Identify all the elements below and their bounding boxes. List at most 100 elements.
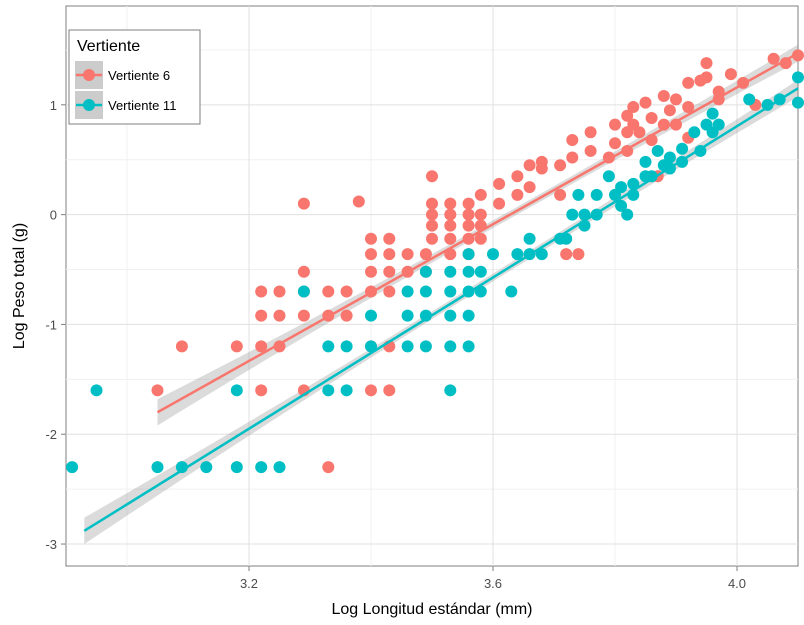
data-point: [511, 248, 524, 261]
data-point: [383, 265, 396, 278]
data-point: [462, 309, 475, 322]
data-point: [505, 285, 518, 298]
data-point: [297, 197, 310, 210]
legend-label: Vertiente 6: [108, 68, 170, 83]
data-point: [560, 248, 573, 261]
data-point: [566, 208, 579, 221]
y-axis-label: Log Peso total (g): [11, 223, 28, 349]
y-tick-label: -3: [45, 537, 57, 552]
data-point: [426, 170, 438, 183]
data-point: [633, 126, 646, 139]
x-axis-label: Log Longitud estándar (mm): [332, 601, 533, 618]
data-point: [621, 109, 634, 122]
data-point: [365, 248, 377, 261]
data-point: [724, 68, 737, 81]
data-point: [151, 384, 164, 397]
data-point: [444, 197, 457, 210]
data-point: [462, 219, 475, 232]
data-point: [645, 112, 658, 124]
data-point: [255, 384, 268, 397]
data-point: [535, 162, 548, 175]
data-point: [663, 104, 676, 117]
data-point: [523, 181, 536, 194]
data-points: [66, 49, 804, 474]
data-point: [273, 461, 286, 474]
data-point: [682, 101, 695, 114]
fit-line: [83, 87, 799, 532]
data-point: [493, 177, 506, 190]
legend: Vertiente Vertiente 6 Vertiente 11: [68, 29, 201, 125]
data-point: [200, 461, 213, 474]
data-point: [792, 49, 804, 62]
data-point: [584, 126, 597, 139]
legend-label: Vertiente 11: [108, 98, 176, 113]
data-point: [792, 71, 804, 84]
data-point: [779, 57, 792, 70]
data-point: [365, 340, 377, 353]
data-point: [792, 96, 804, 109]
data-point: [523, 159, 536, 172]
data-point: [255, 461, 268, 474]
data-point: [444, 340, 457, 353]
data-point: [663, 151, 676, 164]
data-point: [511, 188, 524, 201]
data-point: [352, 195, 365, 208]
data-point: [474, 232, 487, 245]
data-point: [700, 57, 713, 70]
data-point: [584, 144, 597, 157]
data-point: [444, 285, 457, 298]
data-point: [651, 144, 664, 157]
data-point: [554, 159, 567, 172]
data-point: [560, 232, 573, 245]
data-point: [566, 151, 579, 164]
data-point: [621, 208, 634, 221]
data-point: [712, 118, 725, 131]
data-point: [706, 107, 719, 120]
data-point: [365, 232, 377, 245]
fit-line: [156, 52, 799, 414]
data-point: [639, 155, 652, 168]
data-point: [426, 232, 438, 245]
y-tick-label: -2: [45, 427, 57, 442]
data-point: [401, 340, 414, 353]
legend-key-marker: [83, 69, 95, 81]
legend-items: Vertiente 6 Vertiente 11: [75, 61, 176, 119]
data-point: [444, 232, 457, 245]
data-point: [383, 384, 396, 397]
data-point: [487, 248, 499, 261]
data-point: [462, 340, 475, 353]
y-axis-ticks: -3 -2 -1 0 1: [45, 98, 66, 552]
data-point: [444, 384, 457, 397]
data-point: [767, 52, 780, 65]
data-point: [322, 461, 335, 474]
x-axis-ticks: 3.2 3.6 4.0: [240, 566, 746, 591]
data-point: [175, 340, 188, 353]
data-point: [627, 101, 640, 114]
data-point: [676, 142, 689, 155]
data-point: [230, 461, 243, 474]
data-point: [383, 232, 396, 245]
data-point: [462, 197, 475, 210]
data-point: [444, 208, 457, 221]
data-point: [554, 188, 567, 201]
data-point: [426, 197, 438, 210]
data-point: [493, 197, 506, 210]
data-point: [627, 177, 640, 190]
data-point: [365, 309, 377, 322]
data-point: [700, 71, 713, 84]
data-point: [322, 285, 335, 298]
x-tick-label: 3.6: [484, 576, 502, 591]
data-point: [273, 309, 286, 322]
y-tick-label: 1: [50, 98, 57, 113]
data-point: [340, 384, 353, 397]
data-point: [340, 309, 353, 322]
data-point: [322, 340, 335, 353]
data-point: [383, 248, 396, 261]
data-point: [657, 90, 670, 103]
data-point: [566, 133, 579, 146]
data-point: [670, 93, 682, 106]
data-point: [401, 248, 414, 261]
data-point: [444, 219, 457, 232]
